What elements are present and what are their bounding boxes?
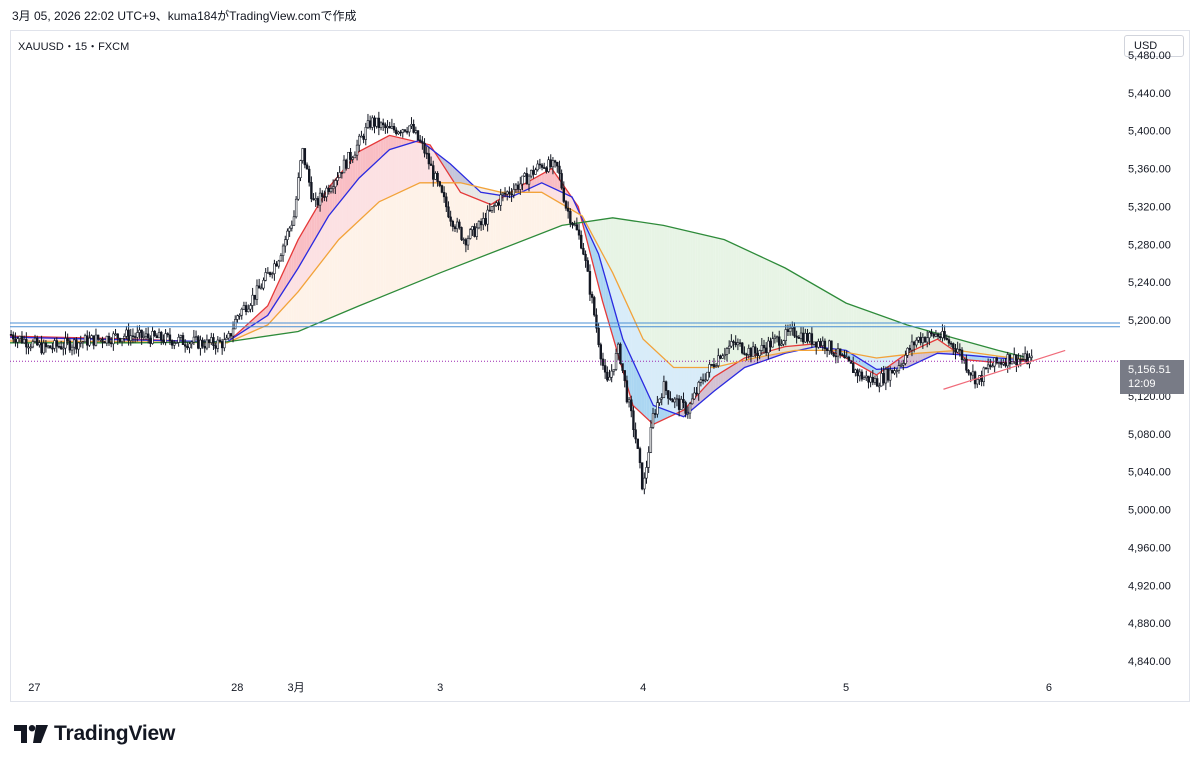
bar-countdown: 12:09 — [1128, 378, 1156, 390]
tradingview-logo-text: TradingView — [54, 722, 176, 745]
last-price-tag: 5,156.51 12:09 — [1120, 360, 1184, 394]
chart-frame — [10, 30, 1190, 702]
tradingview-logo-icon — [14, 725, 48, 743]
chart-caption: 3月 05, 2026 22:02 UTC+9、kuma184がTradingV… — [12, 9, 357, 23]
currency-selector[interactable]: USD — [1124, 35, 1184, 57]
symbol-label[interactable]: XAUUSD・15・FXCM — [18, 41, 130, 53]
last-price-value: 5,156.51 — [1128, 364, 1171, 376]
tradingview-logo[interactable]: TradingView — [14, 721, 175, 747]
